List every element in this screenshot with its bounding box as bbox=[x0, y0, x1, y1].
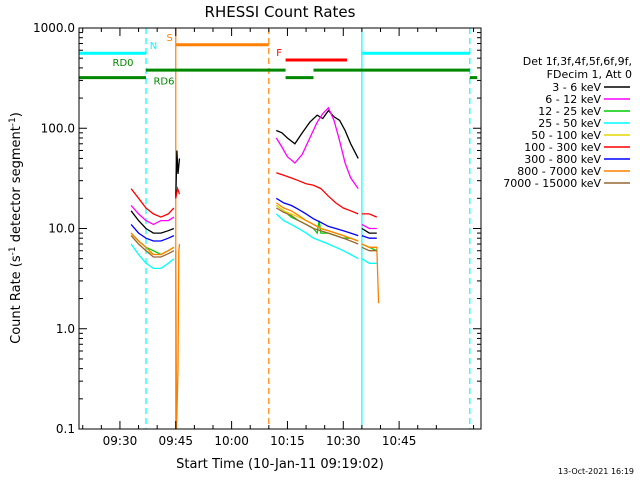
y-tick-label-4: 0.1 bbox=[56, 422, 75, 436]
series-line-5-seg-2 bbox=[276, 172, 359, 215]
series-line-1-seg-2 bbox=[361, 223, 377, 230]
flag-label-n: N bbox=[150, 41, 157, 52]
x-axis-label: Start Time (10-Jan-11 09:19:02) bbox=[176, 457, 384, 472]
series-line-3-seg-0 bbox=[130, 243, 175, 270]
legend-label-1: 6 - 12 keV bbox=[545, 93, 601, 106]
y-axis-label-mid: detector segment bbox=[9, 126, 24, 246]
flag-label-s: S bbox=[166, 33, 172, 44]
legend-label-6: 300 - 800 keV bbox=[524, 153, 601, 166]
series-line-8-seg-2 bbox=[361, 246, 377, 252]
x-tick-label-0: 09:30 bbox=[103, 434, 138, 448]
series-line-5-seg-1 bbox=[175, 186, 181, 199]
y-tick-label-1: 100.0 bbox=[41, 121, 75, 135]
legend-label-5: 100 - 300 keV bbox=[524, 141, 601, 154]
x-tick-label-4: 10:30 bbox=[326, 434, 361, 448]
x-tick-label-1: 09:45 bbox=[158, 434, 193, 448]
footer-date: 13-Oct-2021 16:19 bbox=[558, 467, 634, 476]
flag-bars: NS F RD0 RD6 bbox=[79, 33, 478, 88]
y-tick-label-2: 10.0 bbox=[48, 222, 75, 236]
series-line-0-seg-0 bbox=[130, 210, 175, 234]
flag-label-rd0: RD0 bbox=[113, 58, 134, 69]
series-line-5-seg-3 bbox=[361, 213, 378, 218]
series-line-6-seg-2 bbox=[361, 234, 377, 239]
series-lines bbox=[130, 106, 380, 430]
y-axis-label: Count Rate (s-1 detector segment-1) bbox=[8, 112, 24, 344]
x-tick-label-3: 10:15 bbox=[270, 434, 305, 448]
y-axis-label-sup2: -1 bbox=[8, 117, 18, 126]
series-line-5-seg-0 bbox=[130, 188, 175, 218]
series-line-3-seg-1 bbox=[275, 213, 359, 260]
legend-label-3: 25 - 50 keV bbox=[538, 117, 601, 130]
series-line-1-seg-1 bbox=[275, 106, 359, 189]
legend-label-2: 12 - 25 keV bbox=[538, 105, 601, 118]
legend-label-4: 50 - 100 keV bbox=[531, 129, 601, 142]
legend: Det 1f,3f,4f,5f,6f,9f, FDecim 1, Att 0 3… bbox=[503, 55, 632, 190]
series-line-7-seg-3 bbox=[361, 243, 380, 304]
legend-header-1: Det 1f,3f,4f,5f,6f,9f, bbox=[523, 55, 632, 68]
series-line-7-seg-0 bbox=[130, 232, 175, 256]
y-tick-label-0: 1000.0 bbox=[33, 21, 75, 35]
series-line-3-seg-2 bbox=[361, 258, 377, 264]
series-line-8-seg-0 bbox=[130, 235, 175, 258]
series-line-8-seg-1 bbox=[275, 207, 359, 245]
flag-label-rd6: RD6 bbox=[153, 77, 174, 88]
chart-title: RHESSI Count Rates bbox=[205, 3, 356, 21]
series-line-6-seg-0 bbox=[130, 223, 175, 242]
y-axis-label-end: ) bbox=[9, 112, 24, 117]
legend-label-8: 7000 - 15000 keV bbox=[503, 177, 601, 190]
x-tick-label-2: 10:00 bbox=[214, 434, 249, 448]
legend-label-0: 3 - 6 keV bbox=[552, 81, 601, 94]
y-tick-label-3: 1.0 bbox=[56, 322, 75, 336]
series-line-7-seg-2 bbox=[275, 202, 359, 242]
series-line-0-seg-3 bbox=[361, 227, 377, 234]
legend-label-7: 800 - 7000 keV bbox=[517, 165, 601, 178]
series-line-0-seg-1 bbox=[175, 150, 181, 199]
y-axis-label-sup1: -1 bbox=[8, 246, 18, 255]
legend-header-2: FDecim 1, Att 0 bbox=[547, 68, 632, 81]
y-axis-label-main: Count Rate (s bbox=[9, 255, 24, 344]
series-line-6-seg-1 bbox=[275, 197, 359, 237]
series-line-1-seg-0 bbox=[130, 204, 175, 226]
x-axis-ticks: 09:30 09:45 10:00 10:15 10:30 10:45 bbox=[82, 28, 475, 448]
series-line-7-seg-1 bbox=[175, 243, 181, 430]
y-axis-ticks: 1000.0 100.0 10.0 1.0 0.1 bbox=[33, 21, 481, 436]
flag-label-f: F bbox=[276, 48, 282, 59]
x-tick-label-5: 10:45 bbox=[382, 434, 417, 448]
